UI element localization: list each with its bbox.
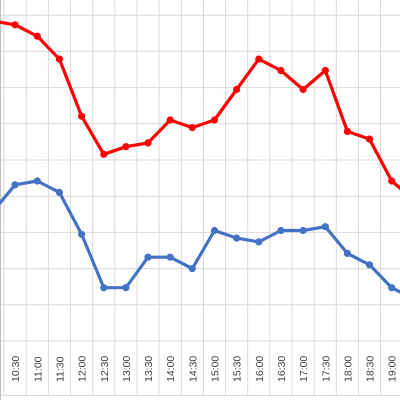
series-0-point-11	[233, 85, 241, 94]
series-1-point-14	[299, 226, 307, 235]
series-1-point-4	[78, 230, 86, 238]
x-tick-label: 18:00	[342, 356, 354, 382]
series-1-point-13	[277, 226, 285, 235]
series-lines	[0, 20, 400, 294]
series-0-point-18	[388, 177, 396, 185]
series-0-point-1	[11, 21, 19, 29]
x-tick-label: 13:30	[143, 356, 155, 382]
series-0-point-5	[100, 150, 108, 158]
series-1-point-7	[144, 253, 152, 261]
series-0-line	[0, 20, 400, 191]
series-1-point-9	[188, 265, 196, 273]
series-1-point-18	[388, 284, 396, 292]
series-1-point-2	[33, 177, 41, 185]
x-tick-label: 19:00	[387, 356, 399, 382]
x-tick-label: 17:00	[298, 356, 310, 382]
series-1-point-16	[343, 249, 351, 257]
series-0-point-7	[144, 139, 152, 147]
x-axis-tick-labels: 10:30 11:00 11:30 12:00 12:30 13:00 13:30 14:00…	[10, 356, 399, 382]
series-1-point-5	[100, 284, 108, 292]
series-1-point-17	[365, 261, 374, 269]
series-0-point-3	[55, 55, 64, 63]
series-0-point-2	[33, 32, 41, 40]
series-1-point-10	[210, 226, 219, 235]
series-0-point-9	[188, 124, 196, 132]
series-0-point-14	[299, 85, 307, 94]
series-0-point-17	[365, 135, 374, 143]
x-tick-label: 18:30	[365, 356, 377, 382]
series-0-point-6	[122, 143, 130, 151]
x-tick-label: 13:00	[121, 356, 133, 382]
x-tick-label: 14:00	[165, 356, 177, 382]
series-0-point-10	[210, 116, 219, 124]
x-tick-label: 17:30	[320, 356, 332, 382]
x-tick-label: 14:30	[187, 356, 199, 382]
x-tick-label: 11:30	[54, 356, 66, 382]
series-1-point-15	[321, 223, 329, 231]
x-tick-label: 16:30	[276, 356, 288, 382]
x-tick-label: 12:00	[77, 356, 89, 382]
series-1-point-8	[166, 253, 174, 261]
x-tick-label: 10:30	[10, 356, 22, 382]
x-tick-label: 12:30	[99, 356, 111, 382]
series-0-point-16	[343, 127, 351, 135]
x-tick-label: 15:00	[210, 356, 222, 382]
x-tick-label: 16:00	[254, 356, 266, 382]
series-0-point-13	[277, 66, 285, 75]
series-0-point-4	[78, 112, 86, 120]
series-1-point-1	[11, 181, 19, 189]
x-tick-label: 15:30	[232, 356, 244, 382]
series-0-point-8	[166, 116, 174, 124]
x-tick-label: 11:00	[32, 356, 44, 382]
series-1-point-11	[233, 234, 241, 242]
series-1-point-6	[122, 284, 130, 292]
series-1-point-12	[255, 238, 263, 246]
series-1-line	[0, 179, 400, 294]
series-0-point-15	[321, 66, 329, 75]
series-1-point-3	[55, 188, 64, 196]
series-0-point-12	[255, 55, 263, 63]
